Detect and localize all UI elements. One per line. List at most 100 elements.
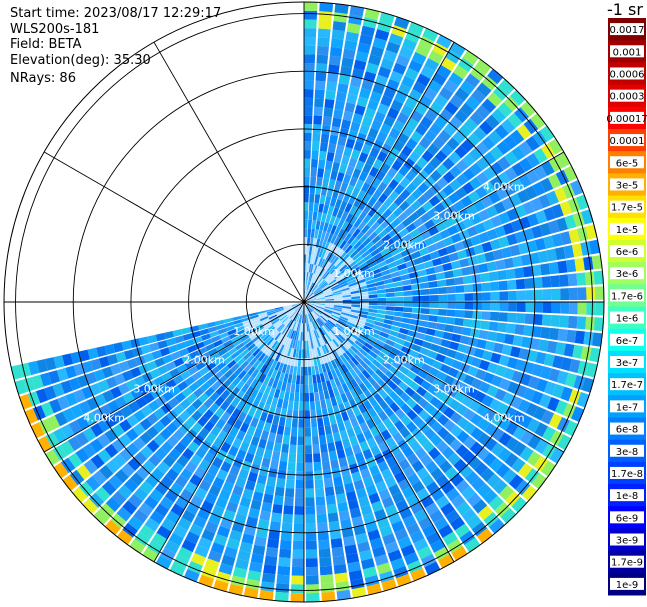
- gate-cell: [304, 305, 306, 315]
- gate-cell: [107, 400, 120, 413]
- gate-cell: [271, 318, 280, 325]
- gate-cell: [475, 59, 492, 75]
- gate-cell: [329, 280, 338, 287]
- gate-cell: [344, 544, 358, 556]
- gate-cell: [267, 312, 277, 318]
- gate-cell: [526, 152, 541, 168]
- gate-cell: [11, 364, 23, 380]
- gate-cell: [253, 427, 263, 439]
- gate-cell: [241, 533, 255, 545]
- gate-cell: [311, 285, 319, 293]
- gate-cell: [550, 275, 561, 288]
- gate-cell: [101, 480, 117, 496]
- gate-cell: [533, 406, 547, 421]
- gate-cell: [315, 71, 327, 82]
- gate-cell: [332, 20, 347, 32]
- gate-cell: [275, 322, 283, 330]
- ray-73: [104, 304, 302, 536]
- gate-cell: [307, 300, 317, 302]
- gate-cell: [518, 348, 530, 360]
- gate-cell: [393, 206, 404, 218]
- gate-cell: [324, 486, 335, 497]
- gate-cell: [368, 386, 378, 397]
- gate-cell: [183, 568, 200, 583]
- gate-cell: [559, 200, 573, 216]
- gate-cell: [141, 372, 154, 383]
- gate-cell: [314, 391, 320, 402]
- gate-cell: [352, 252, 361, 261]
- range-label: 3.00km: [133, 383, 175, 396]
- gate-cell: [306, 292, 313, 300]
- gate-cell: [412, 81, 427, 95]
- gate-cell: [366, 315, 377, 321]
- gate-cell: [320, 574, 334, 585]
- gate-cell: [375, 317, 385, 323]
- gate-cell: [45, 449, 60, 466]
- gate-cell: [293, 532, 304, 542]
- gate-cell: [312, 310, 320, 318]
- gate-cell: [307, 299, 317, 302]
- gate-cell: [317, 257, 324, 267]
- gate-cell: [75, 431, 89, 447]
- gate-cell: [420, 65, 435, 79]
- gate-cell: [235, 390, 245, 401]
- gate-cell: [243, 433, 253, 444]
- gate-cell: [372, 382, 383, 393]
- gate-cell: [272, 415, 280, 426]
- gate-cell: [412, 217, 424, 228]
- gate-cell: [336, 238, 344, 248]
- gate-cell: [173, 357, 185, 368]
- gate-cell: [350, 121, 361, 133]
- gate-cell: [243, 351, 252, 361]
- gate-cell: [300, 366, 304, 376]
- gate-cell: [489, 457, 504, 473]
- gate-cell: [471, 319, 482, 329]
- gate-cell: [311, 158, 318, 169]
- gate-cell: [384, 223, 395, 234]
- gate-cell: [323, 324, 330, 332]
- gate-cell: [323, 107, 334, 118]
- gate-cell: [339, 240, 347, 250]
- gate-cell: [159, 415, 172, 428]
- gate-cell: [342, 48, 356, 60]
- gate-cell: [483, 408, 496, 422]
- gate-cell: [164, 540, 180, 554]
- gate-cell: [500, 507, 517, 524]
- gate-cell: [362, 192, 372, 204]
- gate-cell: [313, 265, 318, 274]
- gate-cell: [130, 367, 142, 378]
- gate-cell: [279, 325, 287, 334]
- gate-cell: [591, 255, 603, 270]
- gate-cell: [399, 327, 409, 335]
- gate-cell: [486, 385, 499, 398]
- gate-cell: [533, 314, 543, 326]
- gate-cell: [518, 141, 533, 156]
- gate-cell: [440, 143, 454, 157]
- gate-cell: [338, 375, 346, 385]
- gate-cell: [266, 476, 277, 487]
- gate-cell: [434, 202, 446, 214]
- gate-cell: [300, 375, 304, 385]
- gate-cell: [449, 42, 466, 57]
- gate-cell: [140, 344, 152, 355]
- gate-cell: [334, 100, 345, 111]
- gate-cell: [548, 327, 560, 341]
- gate-cell: [306, 349, 310, 359]
- gate-cell: [428, 280, 438, 288]
- gate-cell: [185, 416, 197, 428]
- gate-cell: [473, 302, 483, 311]
- gate-cell: [308, 211, 313, 221]
- gate-cell: [270, 317, 279, 324]
- gate-cell: [263, 564, 277, 575]
- gate-cell: [358, 151, 369, 163]
- gate-cell: [82, 427, 97, 442]
- gate-cell: [399, 392, 411, 403]
- gate-cell: [487, 68, 504, 85]
- gate-cell: [151, 467, 165, 482]
- range-label: 4.00km: [83, 411, 125, 424]
- gate-cell: [290, 311, 297, 320]
- gate-cell: [347, 129, 358, 141]
- gate-cell: [169, 367, 180, 378]
- gate-cell: [350, 290, 360, 295]
- gate-cell: [374, 239, 385, 248]
